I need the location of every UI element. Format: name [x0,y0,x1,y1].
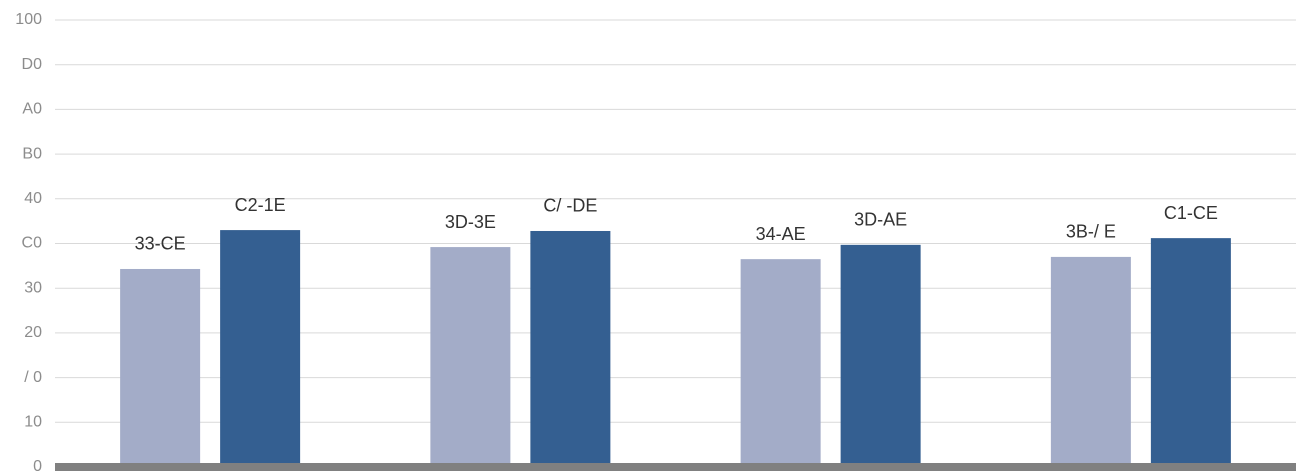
y-tick-label: B0 [22,145,42,162]
data-label: C2-1E [235,195,286,215]
data-label: C/ -DE [543,196,597,216]
bar [120,268,201,467]
y-tick-label: 0 [33,458,42,475]
data-label: 3D-AE [854,210,907,230]
bar [740,259,821,467]
y-tick-label: D0 [22,56,43,73]
data-label: 3B-/ E [1066,222,1116,242]
data-label: 34-AE [756,224,806,244]
bar [220,230,301,467]
y-tick-label: A0 [22,101,42,118]
bar [530,230,611,467]
y-tick-label: 10 [24,414,42,431]
y-tick-label: 40 [24,190,42,207]
y-tick-label: C0 [22,235,43,252]
y-tick-label: / 0 [24,369,42,386]
bar [430,247,511,467]
data-label: 33-CE [135,234,186,254]
y-tick-label: 30 [24,279,42,296]
bar [1050,256,1131,467]
data-label: 3D-3E [445,212,496,232]
data-label: C1-CE [1164,203,1218,223]
y-tick-label: 20 [24,324,42,341]
y-tick-label: 100 [15,11,42,28]
bar [840,244,921,467]
bar [1150,238,1231,467]
